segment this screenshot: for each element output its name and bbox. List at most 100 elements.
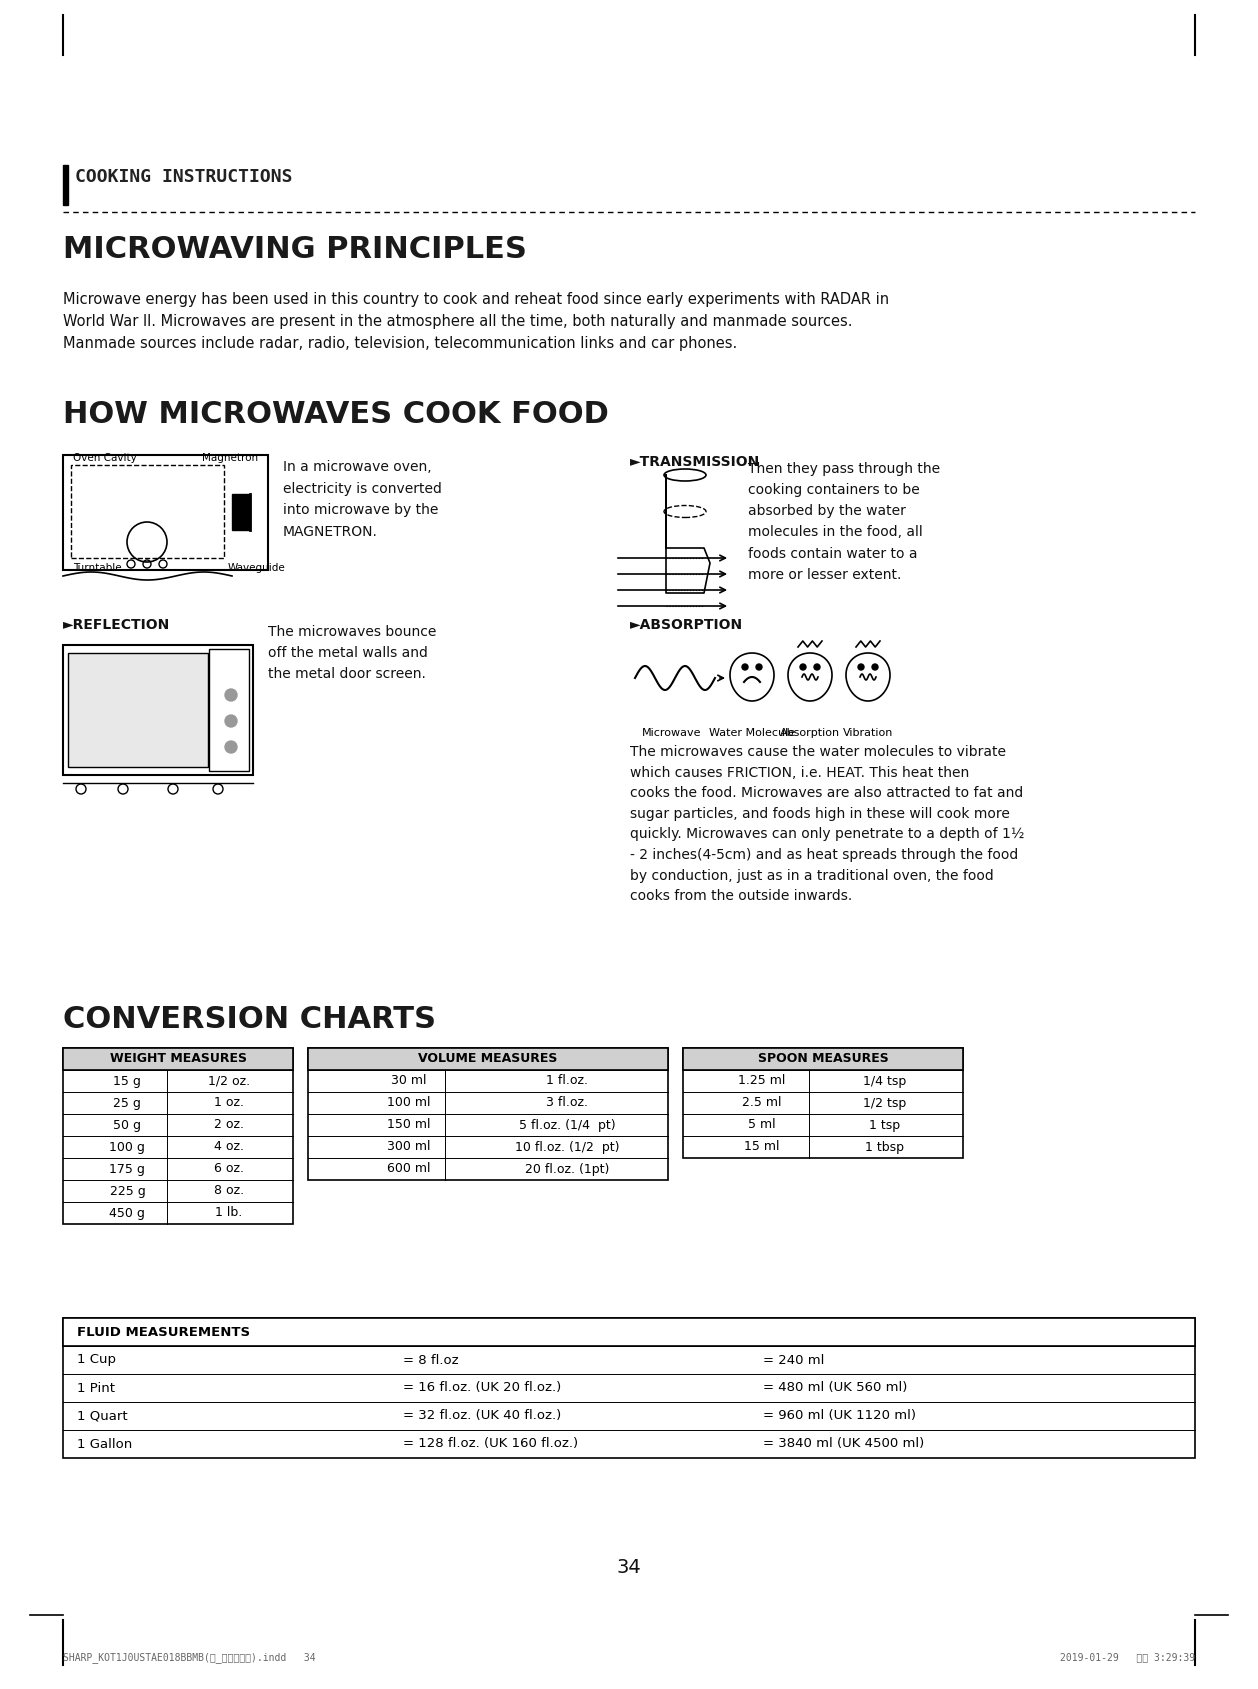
- Text: In a microwave oven,
electricity is converted
into microwave by the
MAGNETRON.: In a microwave oven, electricity is conv…: [283, 459, 442, 539]
- Text: 100 g: 100 g: [109, 1140, 146, 1154]
- Bar: [63, 645, 253, 775]
- Text: COOKING INSTRUCTIONS: COOKING INSTRUCTIONS: [75, 167, 293, 186]
- Text: ►REFLECTION: ►REFLECTION: [63, 618, 170, 632]
- Text: 300 ml: 300 ml: [387, 1140, 430, 1154]
- Circle shape: [858, 664, 864, 671]
- Text: 2 oz.: 2 oz.: [214, 1118, 244, 1132]
- Polygon shape: [845, 654, 889, 701]
- Bar: [683, 1047, 964, 1159]
- Circle shape: [756, 664, 762, 671]
- Text: Magnetron: Magnetron: [201, 453, 258, 463]
- Text: 600 ml: 600 ml: [387, 1162, 430, 1176]
- Bar: [63, 454, 268, 569]
- Text: The microwaves cause the water molecules to vibrate
which causes FRICTION, i.e. : The microwaves cause the water molecules…: [630, 745, 1024, 904]
- Text: CONVERSION CHARTS: CONVERSION CHARTS: [63, 1005, 437, 1034]
- Circle shape: [872, 664, 878, 671]
- Bar: [308, 1047, 668, 1181]
- Text: 1 Gallon: 1 Gallon: [77, 1437, 132, 1451]
- Text: 150 ml: 150 ml: [387, 1118, 430, 1132]
- Text: 1 tbsp: 1 tbsp: [866, 1140, 905, 1154]
- Text: The microwaves bounce
off the metal walls and
the metal door screen.: The microwaves bounce off the metal wall…: [268, 625, 437, 681]
- Polygon shape: [730, 654, 774, 701]
- Circle shape: [225, 741, 237, 753]
- Text: 1/2 tsp: 1/2 tsp: [863, 1096, 906, 1110]
- Text: = 8 fl.oz: = 8 fl.oz: [403, 1353, 459, 1366]
- Text: Vibration: Vibration: [843, 728, 893, 738]
- Circle shape: [814, 664, 820, 671]
- Text: 6 oz.: 6 oz.: [214, 1162, 244, 1176]
- Text: Microwave: Microwave: [643, 728, 702, 738]
- Text: = 480 ml (UK 560 ml): = 480 ml (UK 560 ml): [764, 1382, 907, 1395]
- Text: 1 Cup: 1 Cup: [77, 1353, 116, 1366]
- Text: 8 oz.: 8 oz.: [214, 1184, 244, 1198]
- Text: 1 oz.: 1 oz.: [214, 1096, 244, 1110]
- Text: 175 g: 175 g: [109, 1162, 146, 1176]
- Text: ►ABSORPTION: ►ABSORPTION: [630, 618, 743, 632]
- Circle shape: [742, 664, 749, 671]
- Text: 2019-01-29   오후 3:29:39: 2019-01-29 오후 3:29:39: [1060, 1652, 1195, 1662]
- Text: = 3840 ml (UK 4500 ml): = 3840 ml (UK 4500 ml): [764, 1437, 925, 1451]
- Text: 5 ml: 5 ml: [747, 1118, 775, 1132]
- Text: 1 lb.: 1 lb.: [215, 1206, 243, 1219]
- Text: 1/4 tsp: 1/4 tsp: [863, 1074, 906, 1088]
- Circle shape: [800, 664, 806, 671]
- Text: WEIGHT MEASURES: WEIGHT MEASURES: [109, 1052, 247, 1066]
- Text: VOLUME MEASURES: VOLUME MEASURES: [419, 1052, 557, 1066]
- Text: FLUID MEASUREMENTS: FLUID MEASUREMENTS: [77, 1326, 250, 1338]
- Bar: [683, 1047, 964, 1071]
- Polygon shape: [788, 654, 832, 701]
- Bar: [63, 1047, 293, 1225]
- Text: 50 g: 50 g: [113, 1118, 141, 1132]
- Ellipse shape: [664, 505, 706, 517]
- Text: 1 Pint: 1 Pint: [77, 1382, 114, 1395]
- Bar: [63, 1317, 1195, 1346]
- Text: 15 ml: 15 ml: [743, 1140, 779, 1154]
- Text: 1 fl.oz.: 1 fl.oz.: [546, 1074, 589, 1088]
- Text: 34: 34: [616, 1557, 642, 1578]
- Text: Water Molecule: Water Molecule: [710, 728, 795, 738]
- Text: Oven Cavity: Oven Cavity: [73, 453, 137, 463]
- Text: 100 ml: 100 ml: [387, 1096, 430, 1110]
- Text: 30 ml: 30 ml: [391, 1074, 426, 1088]
- Text: Waveguide: Waveguide: [228, 562, 286, 573]
- Text: 1 tsp: 1 tsp: [869, 1118, 901, 1132]
- Text: Absorption: Absorption: [780, 728, 840, 738]
- Text: 15 g: 15 g: [113, 1074, 141, 1088]
- Ellipse shape: [664, 470, 706, 481]
- Text: 450 g: 450 g: [109, 1206, 146, 1219]
- Text: = 16 fl.oz. (UK 20 fl.oz.): = 16 fl.oz. (UK 20 fl.oz.): [403, 1382, 561, 1395]
- Text: 25 g: 25 g: [113, 1096, 141, 1110]
- Text: Turntable: Turntable: [73, 562, 122, 573]
- Text: = 240 ml: = 240 ml: [764, 1353, 824, 1366]
- Bar: [63, 1047, 293, 1071]
- Text: 3 fl.oz.: 3 fl.oz.: [546, 1096, 589, 1110]
- Circle shape: [225, 714, 237, 726]
- Bar: [63, 1317, 1195, 1458]
- Text: 4 oz.: 4 oz.: [214, 1140, 244, 1154]
- Text: ►TRANSMISSION: ►TRANSMISSION: [630, 454, 760, 470]
- Text: = 960 ml (UK 1120 ml): = 960 ml (UK 1120 ml): [764, 1410, 916, 1422]
- Bar: [68, 654, 208, 767]
- Text: 2.5 ml: 2.5 ml: [742, 1096, 781, 1110]
- Circle shape: [225, 689, 237, 701]
- Text: = 32 fl.oz. (UK 40 fl.oz.): = 32 fl.oz. (UK 40 fl.oz.): [403, 1410, 561, 1422]
- Text: = 128 fl.oz. (UK 160 fl.oz.): = 128 fl.oz. (UK 160 fl.oz.): [403, 1437, 579, 1451]
- Bar: [308, 1047, 668, 1071]
- Bar: [209, 649, 249, 770]
- Text: MICROWAVING PRINCIPLES: MICROWAVING PRINCIPLES: [63, 235, 527, 263]
- Bar: [231, 493, 250, 530]
- Text: 1.25 ml: 1.25 ml: [737, 1074, 785, 1088]
- Text: 1 Quart: 1 Quart: [77, 1410, 127, 1422]
- Bar: [70, 464, 224, 557]
- Text: Then they pass through the
cooking containers to be
absorbed by the water
molecu: Then they pass through the cooking conta…: [749, 463, 940, 581]
- Text: Microwave energy has been used in this country to cook and reheat food since ear: Microwave energy has been used in this c…: [63, 292, 889, 351]
- Text: 5 fl.oz. (1/4  pt): 5 fl.oz. (1/4 pt): [518, 1118, 615, 1132]
- Text: SHARP_KOT1J0USTAE018BBMB(영_규격임시용).indd   34: SHARP_KOT1J0USTAE018BBMB(영_규격임시용).indd 3…: [63, 1652, 316, 1664]
- Text: 1/2 oz.: 1/2 oz.: [208, 1074, 249, 1088]
- Text: 10 fl.oz. (1/2  pt): 10 fl.oz. (1/2 pt): [515, 1140, 619, 1154]
- Text: 225 g: 225 g: [109, 1184, 145, 1198]
- Text: 20 fl.oz. (1pt): 20 fl.oz. (1pt): [525, 1162, 609, 1176]
- Text: HOW MICROWAVES COOK FOOD: HOW MICROWAVES COOK FOOD: [63, 400, 609, 429]
- Bar: [63, 166, 68, 204]
- Text: SPOON MEASURES: SPOON MEASURES: [757, 1052, 888, 1066]
